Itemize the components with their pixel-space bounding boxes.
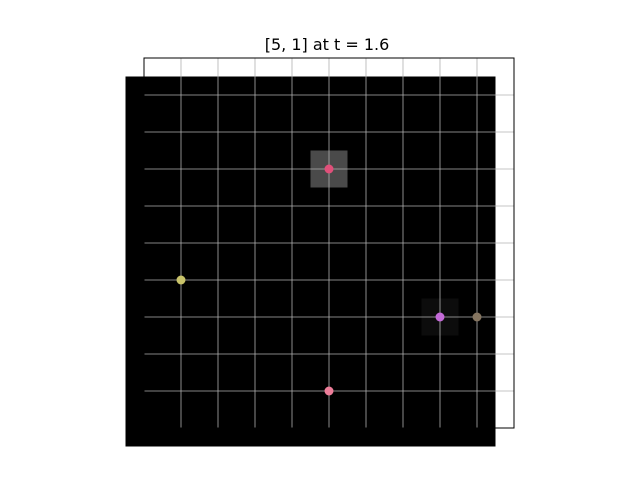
data-points xyxy=(176,164,482,396)
x-tick-label: 0 xyxy=(140,435,148,450)
y-tick-label: 6 xyxy=(128,200,136,215)
data-point-2 xyxy=(435,312,445,322)
data-point-3 xyxy=(472,312,482,322)
y-tick-label: 2 xyxy=(128,348,136,363)
y-tick-label: 1 xyxy=(128,385,136,400)
x-tick-label: 3 xyxy=(251,435,259,450)
x-tick-label: 4 xyxy=(288,435,296,450)
y-tick-label: 5 xyxy=(128,237,136,252)
y-tick-label: 0 xyxy=(128,422,136,437)
heatmap-layer xyxy=(125,76,496,447)
axis-ticks: 0 1 2 3 4 5 6 7 8 9 0 1 2 3 4 5 6 7 8 9 xyxy=(128,89,481,450)
data-point-1 xyxy=(324,164,334,174)
data-point-4 xyxy=(324,386,334,396)
x-tick-label: 7 xyxy=(399,435,407,450)
chart-title: [5, 1] at t = 1.6 xyxy=(265,35,390,54)
x-tick-label: 6 xyxy=(362,435,370,450)
x-tick-label: 5 xyxy=(325,435,333,450)
y-tick-label: 8 xyxy=(128,126,136,141)
x-tick-label: 1 xyxy=(177,435,185,450)
y-tick-label: 9 xyxy=(128,89,136,104)
heatmap-background xyxy=(125,76,496,447)
data-point-0 xyxy=(176,275,186,285)
y-tick-label: 4 xyxy=(128,274,136,289)
y-tick-label: 3 xyxy=(128,311,136,326)
y-tick-label: 7 xyxy=(128,163,136,178)
x-tick-label: 8 xyxy=(436,435,444,450)
x-tick-label: 9 xyxy=(473,435,481,450)
x-tick-label: 2 xyxy=(214,435,222,450)
